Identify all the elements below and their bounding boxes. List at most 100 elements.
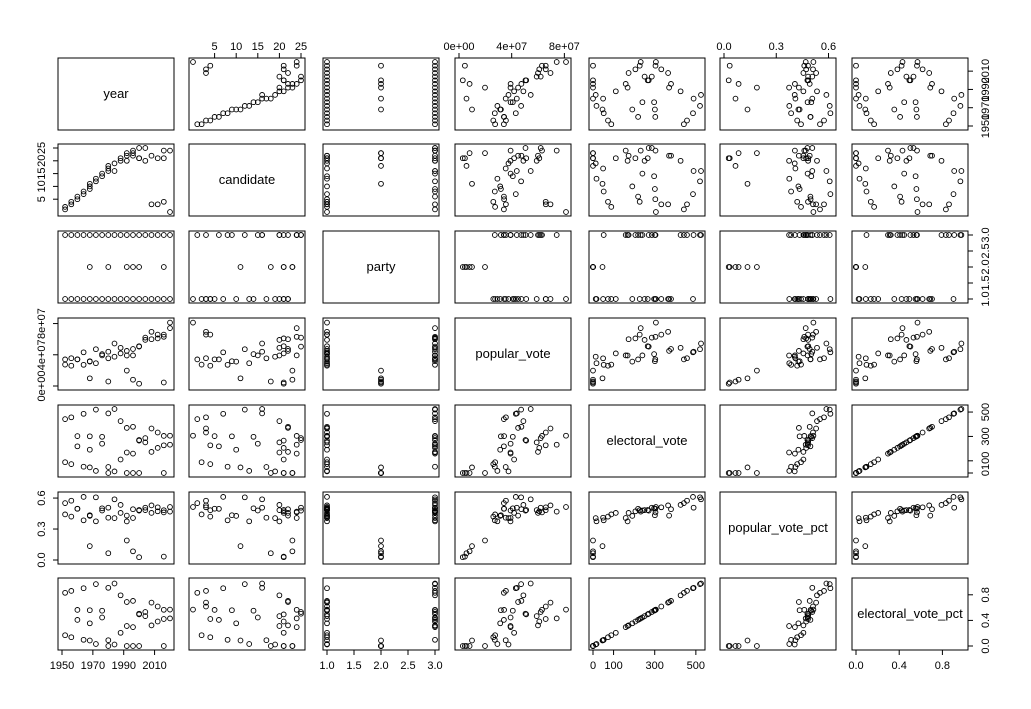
point-electoral_vote-year-12 (593, 103, 600, 109)
point-year-electoral_vote_pct-38 (160, 616, 167, 622)
point-popular_vote-electoral_vote_pct-41 (553, 615, 560, 622)
point-popular_vote_pct-year-1 (798, 121, 804, 128)
point-candidate-party-5 (216, 232, 222, 238)
point-electoral_vote_pct-popular_vote_pct-17 (853, 550, 859, 557)
point-electoral_vote_pct-year-39 (853, 62, 859, 69)
point-electoral_vote_pct-year-38 (898, 62, 905, 69)
point-candidate-year-33 (203, 70, 209, 76)
point-popular_vote-popular_vote_pct-41 (553, 508, 560, 515)
point-party-year-0 (432, 121, 438, 128)
tick-label-party: 2.5 (400, 660, 415, 672)
tick-label-party: 1.5 (980, 275, 992, 290)
point-popular_vote-electoral_vote-11 (518, 406, 524, 413)
point-candidate-electoral_vote_pct-38 (207, 616, 214, 622)
point-popular_vote_pct-popular_vote-41 (802, 325, 809, 331)
point-year-popular_vote_pct-1 (62, 511, 68, 518)
point-candidate-popular_vote_pct-20 (276, 502, 283, 508)
point-party-electoral_vote_pct-18 (432, 580, 438, 587)
point-year-popular_vote_pct-11 (93, 494, 99, 501)
point-party-year-2 (432, 117, 438, 124)
point-year-candidate-37 (160, 147, 167, 154)
point-electoral_vote_pct-year-20 (938, 88, 945, 95)
point-electoral_vote_pct-popular_vote-40 (914, 319, 921, 326)
point-year-electoral_vote-1 (62, 459, 68, 466)
point-year-popular_vote-3 (68, 362, 75, 369)
panel-frame (57, 491, 175, 565)
point-popular_vote-popular_vote_pct-9 (497, 513, 504, 519)
point-year-party-39 (160, 264, 167, 270)
point-popular_vote_pct-popular_vote-7 (788, 361, 794, 368)
point-popular_vote-year-17 (463, 95, 470, 102)
panel-frame (188, 404, 306, 478)
point-electoral_vote-popular_vote_pct-25 (668, 506, 674, 513)
point-electoral_vote_pct-popular_vote-8 (913, 358, 920, 365)
point-electoral_vote-party-18 (698, 232, 704, 238)
point-year-popular_vote-24 (123, 367, 130, 374)
point-electoral_vote-popular_vote_pct-33 (665, 502, 671, 509)
point-electoral_vote_pct-popular_vote_pct-10 (862, 543, 869, 549)
point-year-popular_vote_pct-22 (123, 512, 130, 519)
point-party-year-23 (432, 84, 438, 91)
point-year-electoral_vote_pct-26 (130, 624, 136, 630)
point-popular_vote-electoral_vote-13 (509, 433, 516, 440)
point-popular_vote_pct-electoral_vote-10 (744, 464, 751, 471)
point-popular_vote-electoral_vote_pct-24 (482, 643, 488, 649)
point-candidate-party-8 (229, 232, 235, 238)
point-electoral_vote-popular_vote-32 (641, 337, 648, 343)
point-popular_vote_pct-year-23 (786, 84, 792, 91)
point-year-candidate-23 (123, 157, 130, 164)
point-popular_vote_pct-electoral_vote_pct-23 (786, 623, 792, 629)
point-popular_vote_pct-year-29 (805, 77, 812, 84)
point-popular_vote-candidate-8 (498, 186, 504, 192)
point-candidate-electoral_vote_pct-5 (216, 617, 222, 623)
point-party-year-19 (324, 92, 330, 98)
point-party-candidate-2 (432, 201, 438, 208)
point-electoral_vote-popular_vote_pct-9 (629, 513, 636, 519)
point-popular_vote_pct-popular_vote-6 (827, 349, 834, 356)
point-popular_vote_pct-party-40 (810, 296, 817, 302)
point-electoral_vote-popular_vote-31 (648, 334, 655, 341)
point-electoral_vote-popular_vote-10 (599, 375, 606, 382)
point-year-electoral_vote_pct-4 (74, 607, 81, 613)
point-candidate-popular_vote_pct-17 (267, 550, 274, 557)
point-year-popular_vote_pct-41 (167, 508, 173, 515)
point-electoral_vote_pct-party-29 (906, 296, 913, 302)
tick-label-popular_vote_pct: 0.3 (36, 521, 48, 536)
point-year-popular_vote-30 (136, 380, 142, 387)
point-candidate-electoral_vote_pct-13 (250, 607, 257, 614)
point-candidate-party-41 (293, 232, 300, 238)
point-popular_vote-electoral_vote_pct-34 (535, 622, 541, 629)
point-popular_vote-electoral_vote_pct-37 (539, 606, 545, 613)
point-popular_vote-party-18 (527, 232, 534, 238)
tick-label-electoral_vote_pct: 0.0 (980, 638, 992, 653)
point-electoral_vote_pct-electoral_vote-3 (867, 461, 874, 467)
point-popular_vote_pct-electoral_vote_pct-19 (791, 641, 798, 648)
point-popular_vote_pct-year-22 (796, 84, 802, 91)
point-popular_vote_pct-electoral_vote-40 (810, 432, 817, 439)
point-popular_vote-candidate-37 (539, 147, 545, 154)
point-electoral_vote-candidate-26 (622, 147, 629, 154)
point-party-popular_vote-19 (324, 353, 330, 360)
point-popular_vote-year-36 (536, 66, 543, 73)
point-candidate-electoral_vote_pct-37 (293, 606, 300, 613)
point-year-party-25 (130, 296, 136, 302)
point-candidate-popular_vote-7 (224, 361, 231, 368)
point-popular_vote-electoral_vote_pct-18 (527, 580, 534, 587)
point-candidate-popular_vote-6 (220, 349, 227, 356)
point-electoral_vote_pct-candidate-0 (943, 206, 949, 213)
point-year-popular_vote-0 (62, 356, 68, 363)
point-year-popular_vote_pct-29 (136, 507, 142, 513)
point-year-popular_vote-34 (148, 336, 155, 343)
point-year-party-12 (93, 296, 99, 302)
point-party-candidate-12 (324, 175, 330, 182)
point-party-popular_vote-27 (378, 376, 384, 383)
point-year-candidate-21 (117, 155, 124, 162)
point-electoral_vote-candidate-9 (629, 183, 636, 190)
point-popular_vote-electoral_vote-21 (511, 456, 517, 463)
point-party-popular_vote_pct-21 (324, 510, 330, 516)
point-popular_vote-popular_vote_pct-23 (507, 518, 514, 525)
point-popular_vote_pct-year-7 (788, 110, 794, 117)
point-popular_vote_pct-popular_vote-20 (814, 344, 820, 351)
point-party-popular_vote-8 (432, 358, 438, 365)
point-electoral_vote-candidate-15 (690, 168, 697, 174)
